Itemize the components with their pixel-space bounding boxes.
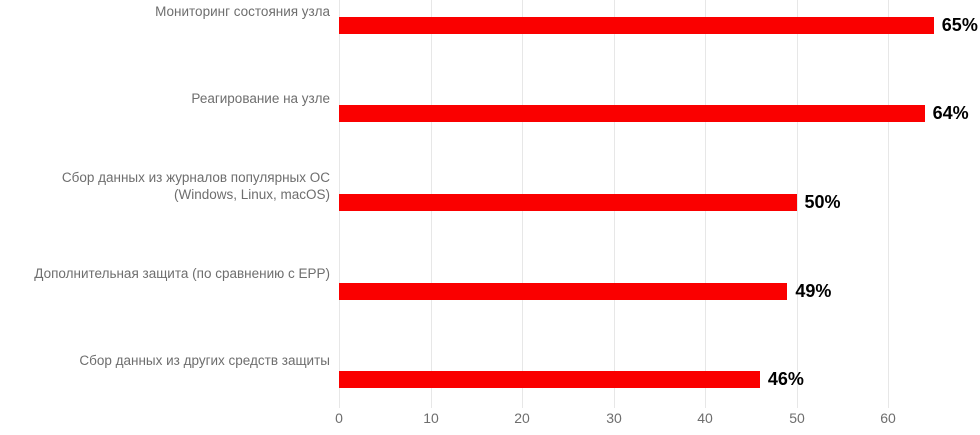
value-label: 50% <box>804 192 841 212</box>
value-label: 46% <box>767 369 804 389</box>
x-tick-label: 0 <box>335 410 343 426</box>
bar <box>339 194 797 211</box>
value-label: 49% <box>795 281 832 301</box>
bar-row: 46% <box>339 369 804 389</box>
x-tick-label: 50 <box>789 410 805 426</box>
bar <box>339 371 760 388</box>
value-label: 64% <box>932 103 969 123</box>
bar <box>339 105 925 122</box>
gridline <box>888 0 889 408</box>
bar-row: 50% <box>339 192 841 212</box>
gridline <box>797 0 798 408</box>
category-label: Реагирование на узле <box>191 91 330 106</box>
bar-row: 64% <box>339 103 969 123</box>
x-tick-label: 20 <box>514 410 530 426</box>
bar-row: 49% <box>339 281 832 301</box>
category-label: Мониторинг состояния узла <box>155 4 330 19</box>
x-tick-label: 60 <box>880 410 896 426</box>
x-tick-label: 30 <box>606 410 622 426</box>
category-label: Сбор данных из других средств защиты <box>79 353 330 368</box>
x-tick-label: 40 <box>697 410 713 426</box>
bar-row: 65% <box>339 15 978 35</box>
bar <box>339 283 788 300</box>
category-label: Сбор данных из журналов популярных ОС (W… <box>61 170 330 202</box>
category-label: Дополнительная защита (по сравнению с EP… <box>34 266 330 281</box>
value-label: 65% <box>941 15 978 35</box>
bar <box>339 17 934 34</box>
x-tick-label: 10 <box>423 410 439 426</box>
